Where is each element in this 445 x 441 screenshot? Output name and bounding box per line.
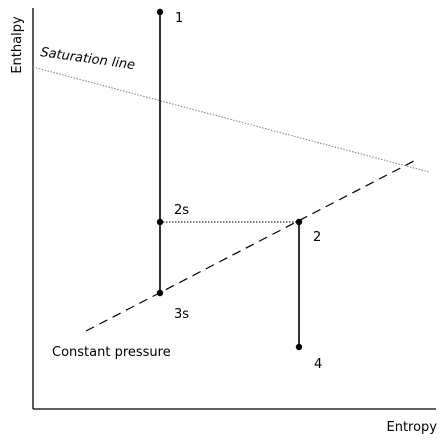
label-point-3s: 3s — [174, 307, 189, 322]
y-axis-label: Enthalpy — [10, 16, 25, 74]
label-point-2s: 2s — [174, 203, 189, 218]
constant-pressure-line — [85, 160, 415, 332]
state-point-4 — [295, 343, 303, 351]
x-axis-label: Entropy — [386, 420, 437, 435]
state-point-2 — [295, 218, 303, 226]
label-point-4: 4 — [314, 357, 322, 372]
constant-pressure-label: Constant pressure — [52, 345, 171, 360]
state-point-2s — [156, 218, 164, 226]
saturation-line — [32, 66, 430, 173]
state-point-1 — [156, 8, 164, 16]
state-point-3s — [156, 289, 164, 297]
label-point-1: 1 — [175, 11, 183, 26]
label-point-2: 2 — [313, 230, 321, 245]
saturation-line-label: Saturation line — [39, 45, 136, 73]
